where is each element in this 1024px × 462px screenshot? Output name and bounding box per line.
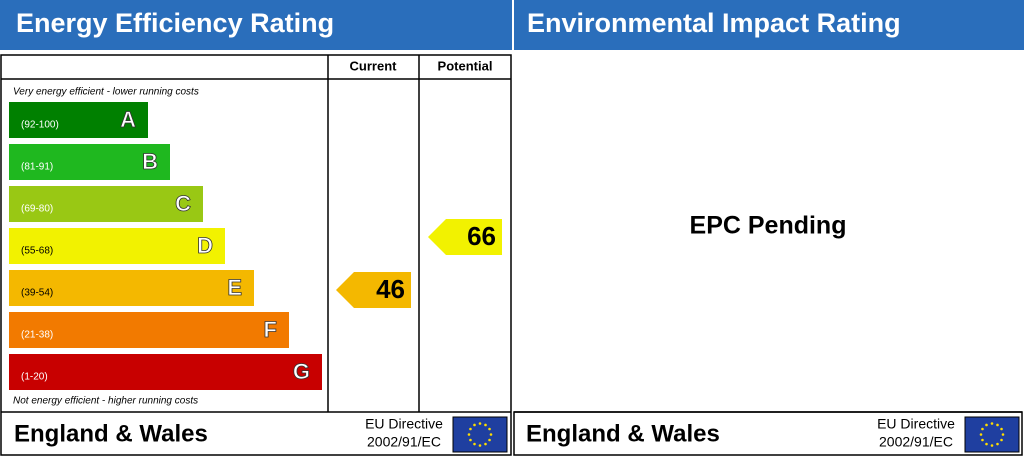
region: England & Wales bbox=[526, 420, 720, 447]
directive: EU Directive bbox=[877, 416, 955, 432]
band-range: (69-80) bbox=[21, 204, 53, 215]
eu-star bbox=[469, 427, 472, 431]
eu-star bbox=[478, 422, 482, 425]
eu-star bbox=[996, 423, 999, 427]
top-note: Very energy efficient - lower running co… bbox=[13, 87, 199, 98]
table-frame bbox=[0, 54, 1023, 456]
eu-star bbox=[1000, 438, 1003, 442]
band-letter: G bbox=[293, 359, 310, 384]
rating-value: 66 bbox=[467, 221, 496, 251]
title: Environmental Impact Rating bbox=[527, 8, 901, 38]
header-bar bbox=[0, 0, 512, 50]
header-bar bbox=[514, 0, 1024, 50]
eu-star bbox=[488, 438, 491, 442]
eu-star bbox=[985, 442, 988, 446]
directive: EU Directive bbox=[365, 416, 443, 432]
status: EPC Pending bbox=[690, 212, 847, 240]
band-letter: C bbox=[175, 191, 191, 216]
eu-star bbox=[979, 433, 983, 436]
bottom-note: Not energy efficient - higher running co… bbox=[13, 396, 198, 407]
eu-star bbox=[990, 422, 994, 425]
band bbox=[9, 186, 203, 222]
eu-star bbox=[473, 442, 476, 446]
eu-star bbox=[478, 444, 482, 447]
rating-arrow bbox=[428, 219, 502, 255]
band-range: (92-100) bbox=[21, 120, 59, 131]
band-range: (1-20) bbox=[21, 372, 48, 383]
band-range: (55-68) bbox=[21, 246, 53, 257]
eu-star bbox=[985, 423, 988, 427]
directive-code: 2002/91/EC bbox=[879, 434, 953, 450]
eu-star bbox=[981, 438, 984, 442]
eu-star bbox=[489, 433, 493, 436]
eu-star bbox=[467, 433, 471, 436]
eu-star bbox=[469, 438, 472, 442]
region: England & Wales bbox=[14, 420, 208, 447]
band bbox=[9, 144, 170, 180]
column-header: Current bbox=[350, 58, 398, 73]
band-letter: A bbox=[120, 107, 136, 132]
eu-star bbox=[990, 444, 994, 447]
eu-star bbox=[473, 423, 476, 427]
band-letter: D bbox=[197, 233, 213, 258]
band-letter: E bbox=[227, 275, 242, 300]
eu-star bbox=[484, 423, 487, 427]
eu-star bbox=[981, 427, 984, 431]
band-range: (81-91) bbox=[21, 162, 53, 173]
rating-value: 46 bbox=[376, 274, 405, 304]
rating-arrow bbox=[336, 272, 411, 308]
band bbox=[9, 354, 322, 390]
band-letter: F bbox=[264, 317, 277, 342]
band bbox=[9, 270, 254, 306]
eu-star bbox=[488, 427, 491, 431]
band-letter: B bbox=[142, 149, 158, 174]
band bbox=[9, 228, 225, 264]
title: Energy Efficiency Rating bbox=[16, 8, 334, 38]
eu-star bbox=[996, 442, 999, 446]
band-range: (39-54) bbox=[21, 288, 53, 299]
band-range: (21-38) bbox=[21, 330, 53, 341]
band bbox=[9, 102, 148, 138]
eu-star bbox=[484, 442, 487, 446]
eu-star bbox=[1001, 433, 1005, 436]
band bbox=[9, 312, 289, 348]
column-header: Potential bbox=[438, 58, 493, 73]
directive-code: 2002/91/EC bbox=[367, 434, 441, 450]
eu-star bbox=[1000, 427, 1003, 431]
